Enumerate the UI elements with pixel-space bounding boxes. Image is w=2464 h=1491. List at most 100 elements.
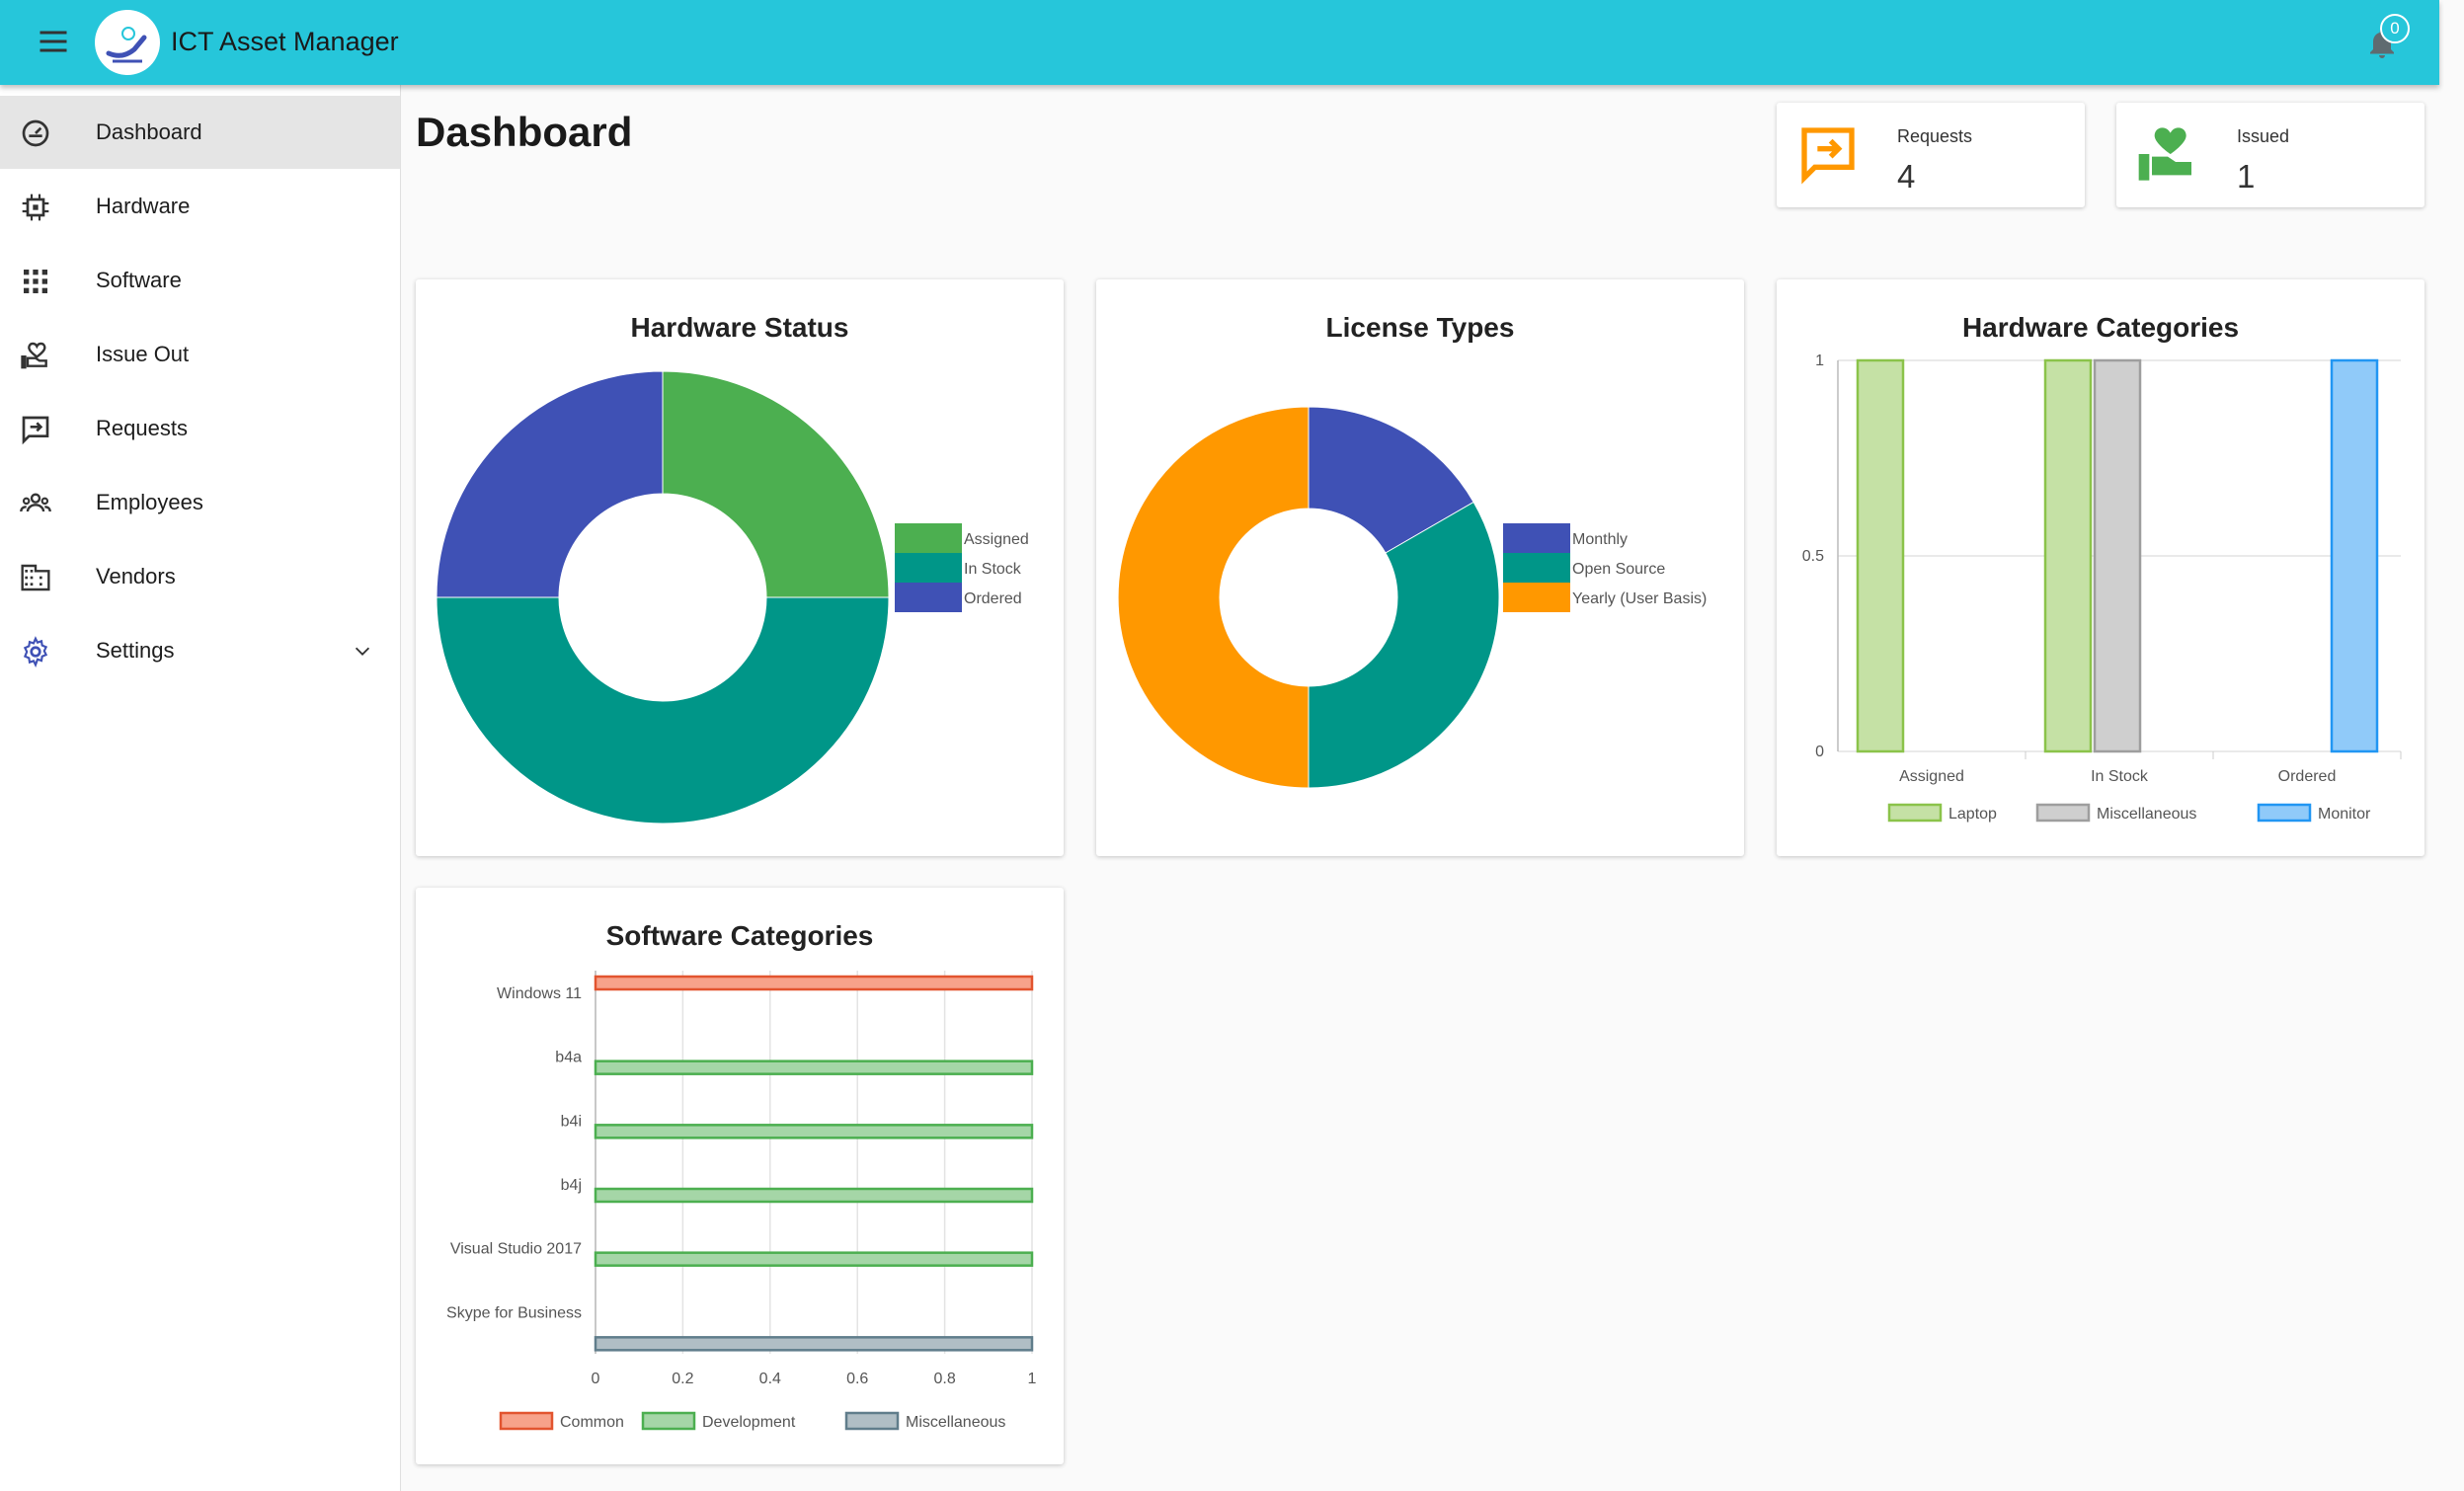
chart-title: Hardware Categories xyxy=(1962,312,2239,343)
y-tick-label: 1 xyxy=(1815,353,1824,369)
legend-swatch-development xyxy=(641,1411,696,1431)
bar-monitor-ordered xyxy=(2330,358,2379,753)
notification-badge: 0 xyxy=(2380,14,2410,43)
bar-development-b4j xyxy=(594,1187,1034,1204)
legend-label-in-stock: In Stock xyxy=(964,561,1022,578)
bar-laptop-in-stock xyxy=(2043,358,2093,753)
request-message-icon xyxy=(22,416,49,445)
legend-label-open-source: Open Source xyxy=(1572,561,1665,578)
bar-miscellaneous-in-stock xyxy=(2093,358,2142,753)
app-bar: ICT Asset Manager 0 xyxy=(0,0,2439,85)
slice-in-stock xyxy=(436,596,890,824)
sidebar-item-label: Hardware xyxy=(96,194,191,218)
x-tick-label: 0.2 xyxy=(672,1371,693,1387)
y-tick-label: b4i xyxy=(561,1113,582,1130)
legend-swatch-miscellaneous xyxy=(2035,803,2091,823)
legend-label-assigned: Assigned xyxy=(964,531,1029,548)
bar-development-visual-studio-2017 xyxy=(594,1251,1034,1267)
menu-icon[interactable] xyxy=(36,24,71,59)
y-tick-label: 0 xyxy=(1815,744,1824,760)
legend-label-miscellaneous: Miscellaneous xyxy=(906,1414,1005,1431)
legend-swatch-in-stock xyxy=(895,553,962,583)
hardware-status-chart: Hardware Status Assigned In Stock Ordered xyxy=(436,312,1029,824)
sidebar-item-label: Requests xyxy=(96,416,188,440)
x-tick-label: Assigned xyxy=(1899,768,1964,785)
sidebar-item-label: Settings xyxy=(96,638,175,663)
chart-title: License Types xyxy=(1326,312,1515,343)
people-icon xyxy=(20,493,51,512)
sidebar-item-issue-out[interactable]: Issue Out xyxy=(0,318,400,391)
sidebar-item-dashboard[interactable]: Dashboard xyxy=(0,96,400,169)
issued-stat-label: Issued xyxy=(2237,126,2290,146)
requests-stat-card[interactable]: Requests 4 xyxy=(1777,103,2085,207)
legend-swatch-ordered xyxy=(895,583,962,612)
requests-stat-value: 4 xyxy=(1897,158,1916,195)
volunteer-hand-icon xyxy=(21,342,47,369)
hardware-categories-chart: Hardware Categories 0 0.5 1 Assigned In Stock… xyxy=(1802,312,2402,823)
page-title: Dashboard xyxy=(416,109,633,155)
sidebar-item-label: Software xyxy=(96,268,182,292)
license-types-card: License Types Monthly Open Source Yearly (U… xyxy=(1096,279,1744,856)
x-tick-label: 0.6 xyxy=(846,1371,868,1387)
x-tick-label: Ordered xyxy=(2278,768,2337,785)
legend-swatch-assigned xyxy=(895,523,962,553)
sidebar: Dashboard Hardware Software Issue Out Re… xyxy=(0,85,401,1491)
sidebar-item-label: Employees xyxy=(96,490,203,514)
x-tick-label: 0.8 xyxy=(933,1371,955,1387)
software-categories-chart: Software Categories 0 0.2 0.4 0.6 0.8 1 Windows… xyxy=(446,920,1037,1431)
gear-icon xyxy=(23,636,48,667)
y-tick-label: Visual Studio 2017 xyxy=(450,1241,582,1258)
x-tick-label: 1 xyxy=(1028,1371,1037,1387)
volunteer-hand-icon xyxy=(2138,127,2191,181)
sidebar-item-label: Dashboard xyxy=(96,119,202,144)
chart-title: Hardware Status xyxy=(631,312,849,343)
software-categories-card: Software Categories 0 0.2 0.4 0.6 0.8 1 Windows… xyxy=(416,888,1064,1464)
bar-miscellaneous-skype-for-business xyxy=(594,1336,1034,1352)
legend-label-development: Development xyxy=(702,1414,796,1431)
sidebar-item-hardware[interactable]: Hardware xyxy=(0,170,400,243)
chip-icon xyxy=(22,194,49,221)
sidebar-item-vendors[interactable]: Vendors xyxy=(0,540,400,613)
sidebar-item-label: Vendors xyxy=(96,564,176,589)
bar-development-b4a xyxy=(594,1059,1034,1075)
x-tick-label: 0.4 xyxy=(759,1371,781,1387)
legend-label-laptop: Laptop xyxy=(1948,806,1997,823)
bar-common-windows-11 xyxy=(594,975,1034,991)
app-title: ICT Asset Manager xyxy=(171,27,399,56)
sidebar-item-employees[interactable]: Employees xyxy=(0,466,400,539)
license-types-chart: License Types Monthly Open Source Yearly (U… xyxy=(1117,312,1707,789)
legend-swatch-common xyxy=(499,1411,554,1431)
legend-label-monthly: Monthly xyxy=(1572,531,1628,548)
slice-monthly xyxy=(1308,406,1474,554)
request-message-icon xyxy=(1801,127,1855,185)
requests-stat-label: Requests xyxy=(1897,126,1973,146)
legend-swatch-laptop xyxy=(1887,803,1943,823)
issued-stat-card[interactable]: Issued 1 xyxy=(2116,103,2424,207)
sidebar-item-requests[interactable]: Requests xyxy=(0,392,400,465)
legend-label-yearly-user-basis: Yearly (User Basis) xyxy=(1572,590,1707,607)
issued-stat-value: 1 xyxy=(2237,158,2256,195)
sidebar-item-settings[interactable]: Settings xyxy=(0,614,400,687)
building-icon xyxy=(21,564,50,591)
slice-ordered xyxy=(436,370,664,598)
legend-label-common: Common xyxy=(560,1414,624,1431)
y-tick-label: b4a xyxy=(555,1050,582,1066)
app-logo xyxy=(95,10,160,75)
legend-label-monitor: Monitor xyxy=(2318,806,2371,823)
y-tick-label: Skype for Business xyxy=(446,1304,582,1321)
y-tick-label: b4j xyxy=(561,1177,582,1194)
x-tick-label: 0 xyxy=(592,1371,600,1387)
dashboard-icon xyxy=(22,119,49,147)
slice-open-source xyxy=(1308,501,1500,789)
hardware-status-card: Hardware Status Assigned In Stock Ordered xyxy=(416,279,1064,856)
hardware-categories-card: Hardware Categories 0 0.5 1 Assigned In Stock… xyxy=(1777,279,2424,856)
x-tick-label: In Stock xyxy=(2091,768,2149,785)
sidebar-item-software[interactable]: Software xyxy=(0,244,400,317)
sidebar-item-label: Issue Out xyxy=(96,342,190,366)
slice-assigned xyxy=(662,370,890,598)
bar-development-b4i xyxy=(594,1124,1034,1139)
chevron-down-icon[interactable] xyxy=(352,640,373,662)
legend-label-miscellaneous: Miscellaneous xyxy=(2097,806,2196,823)
y-tick-label: 0.5 xyxy=(1802,548,1824,565)
slice-yearly-user-basis xyxy=(1117,406,1310,789)
